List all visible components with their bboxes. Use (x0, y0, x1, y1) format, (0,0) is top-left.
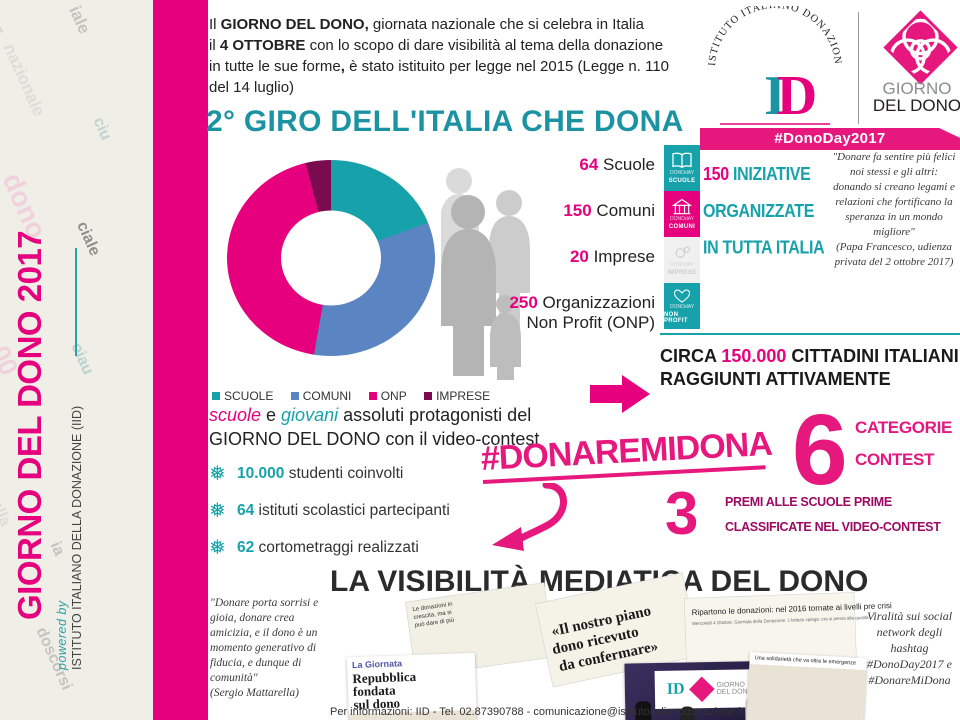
svg-text:ISTITUTO ITALIANO DONAZIONE: ISTITUTO ITALIANO DONAZIONE (700, 6, 843, 66)
svg-text:D: D (777, 65, 817, 127)
